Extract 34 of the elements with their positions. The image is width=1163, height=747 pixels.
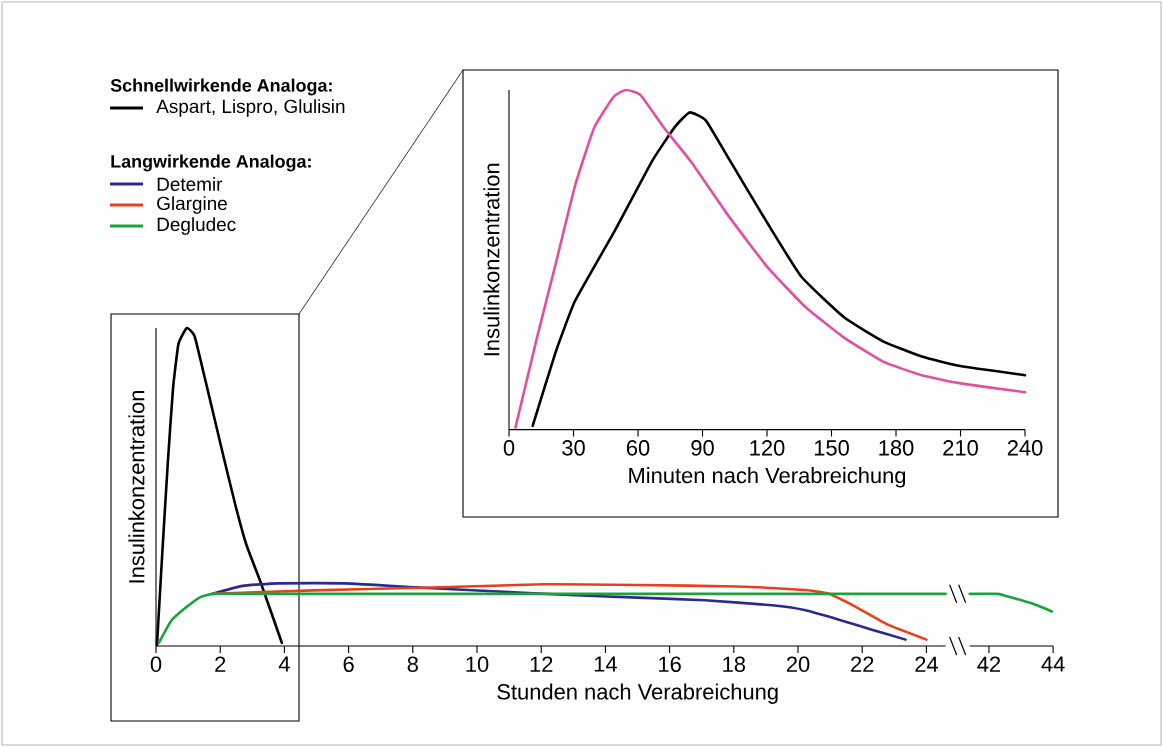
x-tick-label: 8: [407, 656, 418, 673]
x-tick-label: 240: [1007, 440, 1043, 456]
x-tick-label: 16: [659, 656, 681, 673]
x-tick-label: 10: [466, 656, 489, 673]
x-tick-label: 0: [503, 440, 515, 456]
x-tick-label: 18: [723, 656, 746, 673]
x-tick-label: 120: [750, 440, 785, 456]
x-tick-label: 150: [814, 440, 849, 456]
x-tick-label: 20: [786, 656, 810, 673]
legend-label: Detemir: [157, 177, 223, 191]
x-tick-label: 44: [1041, 656, 1065, 672]
x-tick-label: 2: [215, 656, 226, 672]
x-axis-title: Minuten nach Verabreichung: [629, 467, 906, 488]
x-tick-label: 22: [851, 656, 874, 672]
y-axis-title: Insulinkonzentration: [483, 163, 500, 356]
x-tick-label: 14: [594, 656, 617, 672]
x-tick-label: 60: [626, 440, 650, 456]
x-tick-label: 180: [879, 440, 914, 456]
x-tick-label: 30: [562, 440, 585, 456]
x-axis-title: Stunden nach Verabreichung: [497, 683, 778, 704]
legend-label: Aspart, Lispro, Glulisin: [156, 99, 345, 117]
x-tick-label: 42: [977, 656, 1001, 672]
x-tick-label: 24: [915, 656, 938, 672]
x-tick-label: 4: [278, 656, 290, 672]
x-tick-label: 210: [943, 440, 978, 456]
x-tick-label: 12: [530, 656, 553, 672]
x-tick-label: 0: [150, 656, 162, 673]
x-tick-label: 6: [343, 656, 354, 673]
x-tick-label: 90: [691, 440, 714, 456]
legend-label: Glargine: [157, 196, 227, 214]
legend-label: Degludec: [157, 217, 236, 235]
text: Langwirkende Analoga:: [111, 154, 311, 172]
text: Schnellwirkende Analoga:: [110, 78, 332, 96]
y-axis-title: Insulinkonzentration: [128, 390, 145, 583]
